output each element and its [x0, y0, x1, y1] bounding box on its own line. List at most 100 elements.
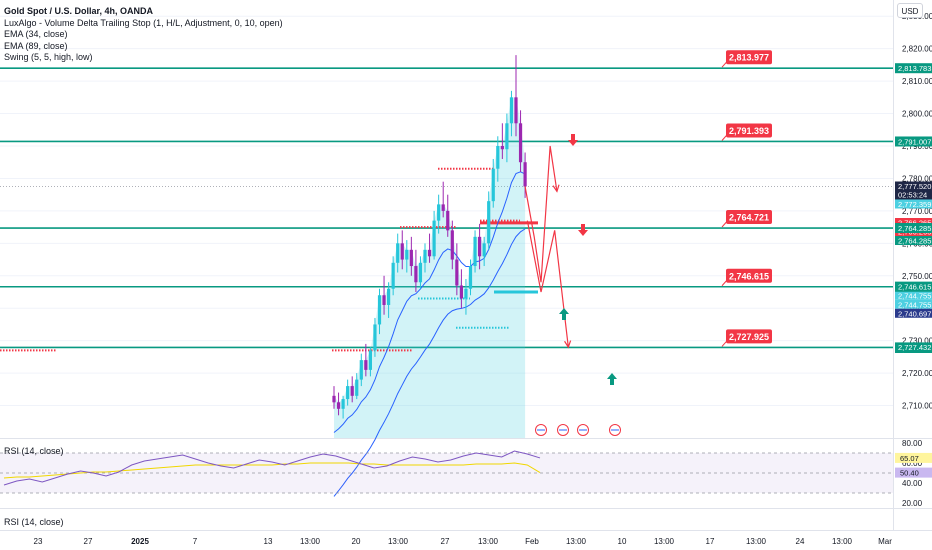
price-axis-badge-text: 2,772.359	[898, 200, 931, 209]
currency-button[interactable]: USD	[897, 3, 923, 18]
indicator-ema-89: EMA (89, close)	[4, 40, 68, 51]
candle-body	[368, 350, 372, 370]
candle-body	[487, 201, 491, 244]
level-label-box	[726, 50, 772, 65]
price-axis: 2,710.0002,720.0002,730.0002,740.0002,75…	[895, 12, 932, 508]
time-tick-label: 13:00	[300, 537, 321, 546]
indicator-luxalgo: LuxAlgo - Volume Delta Trailing Stop (1,…	[4, 17, 283, 28]
candle-body	[350, 386, 354, 396]
rsi-value-badge-text: 65.07	[900, 454, 919, 463]
rsi-tick-label: 20.00	[902, 499, 923, 508]
candle-body	[341, 399, 345, 409]
level-label-text: 2,791.393	[729, 126, 769, 136]
candle-body	[459, 285, 463, 299]
price-axis-badge	[895, 299, 932, 309]
price-axis-badge	[895, 199, 932, 209]
level-label-box	[726, 210, 772, 225]
candle-body	[455, 259, 459, 286]
level-axis-badge	[895, 223, 932, 234]
level-axis-badge-text: 2,746.615	[898, 283, 931, 292]
price-tick-label: 2,720.000	[902, 369, 932, 378]
candle-body	[432, 220, 436, 257]
projection-path-2	[526, 220, 569, 348]
candles	[332, 55, 527, 419]
candle-body	[523, 162, 527, 187]
candle-body	[491, 168, 495, 202]
level-label-text: 2,764.721	[729, 213, 769, 223]
candle-body	[437, 204, 441, 221]
candle-body	[373, 324, 377, 351]
time-tick-label: 13:00	[746, 537, 767, 546]
candle-body	[387, 288, 391, 305]
price-tick-label: 2,810.000	[902, 77, 932, 86]
rsi-tick-label: 60.00	[902, 459, 923, 468]
level-axis-badge-text: 2,727.432	[898, 343, 931, 352]
time-tick-label: 24	[796, 537, 805, 546]
projection-path-2-head	[564, 340, 572, 349]
time-tick-label: 23	[34, 537, 43, 546]
candle-body	[482, 243, 486, 257]
level-label-box	[726, 123, 772, 138]
candle-body	[359, 360, 363, 380]
candle-body	[391, 262, 395, 289]
candle-body	[418, 262, 423, 283]
price-axis-badge-text: 2,744.755	[898, 291, 931, 300]
candle-body	[427, 249, 432, 257]
price-axis-badge-text: 2,740.697	[898, 309, 931, 318]
level-axis-badge	[895, 63, 932, 74]
price-axis-badge	[895, 236, 932, 246]
up-arrow-marker	[607, 373, 617, 385]
candle-body	[500, 146, 504, 150]
level-axis-badge	[895, 136, 932, 147]
price-tick-label: 2,770.000	[902, 207, 932, 216]
time-tick-label: 13	[264, 537, 273, 546]
candle-body	[377, 295, 382, 325]
candle-body	[450, 230, 454, 260]
rsi-value-badge	[895, 452, 932, 463]
level-label-text: 2,727.925	[729, 332, 769, 342]
rsi-panel	[0, 450, 893, 494]
candle-body	[405, 249, 409, 260]
projection-arrows	[524, 134, 621, 436]
indicator-ema-34: EMA (34, close)	[4, 29, 68, 39]
price-tick-label: 2,710.000	[902, 402, 932, 411]
candle-body	[441, 204, 445, 211]
price-tick-label: 2,730.000	[902, 337, 932, 346]
time-tick-label: 2025	[131, 537, 149, 546]
rsi-label-secondary: RSI (14, close)	[4, 517, 64, 527]
grid	[0, 0, 932, 531]
time-tick-label: 13:00	[478, 537, 499, 546]
candle-body	[518, 123, 523, 163]
candle-body	[382, 295, 386, 305]
rsi-value-badge-text: 50.40	[900, 469, 919, 478]
horizontal-levels: 2,813.977 2,791.393 2,764.721 2,746.615 2,72…	[0, 50, 893, 349]
ema-lines	[333, 171, 526, 497]
time-tick-label: 10	[618, 537, 627, 546]
chart-legend: Gold Spot / U.S. Dollar, 4h, OANDA LuxAl…	[4, 6, 283, 64]
level-axis-badge	[895, 281, 932, 292]
symbol-title: Gold Spot / U.S. Dollar, 4h, OANDA	[4, 6, 154, 16]
rsi-label: RSI (14, close)	[4, 446, 64, 456]
candle-body	[468, 266, 473, 289]
candle-body	[496, 146, 500, 169]
rsi-value-badge	[895, 467, 932, 478]
time-tick-label: 13:00	[566, 537, 587, 546]
rsi-tick-label: 80.00	[902, 439, 923, 448]
price-axis-badge	[895, 308, 932, 318]
price-axis-badge	[895, 218, 932, 228]
down-arrow-marker	[568, 134, 578, 146]
candle-body	[505, 123, 509, 150]
time-tick-label: 27	[441, 537, 450, 546]
candle-body	[332, 395, 336, 403]
ema-89-line	[333, 228, 526, 497]
price-axis-countdown: 02:53:24	[898, 190, 927, 199]
time-tick-label: 7	[193, 537, 198, 546]
candle-body	[355, 379, 359, 396]
price-axis-badge-text: 2,764.285	[898, 237, 931, 246]
price-tick-label: 2,750.000	[902, 272, 932, 281]
time-tick-label: 13:00	[388, 537, 409, 546]
price-axis-badge-text: 2,766.265	[898, 219, 931, 228]
candle-body	[464, 288, 468, 299]
price-axis-badge	[895, 181, 932, 200]
